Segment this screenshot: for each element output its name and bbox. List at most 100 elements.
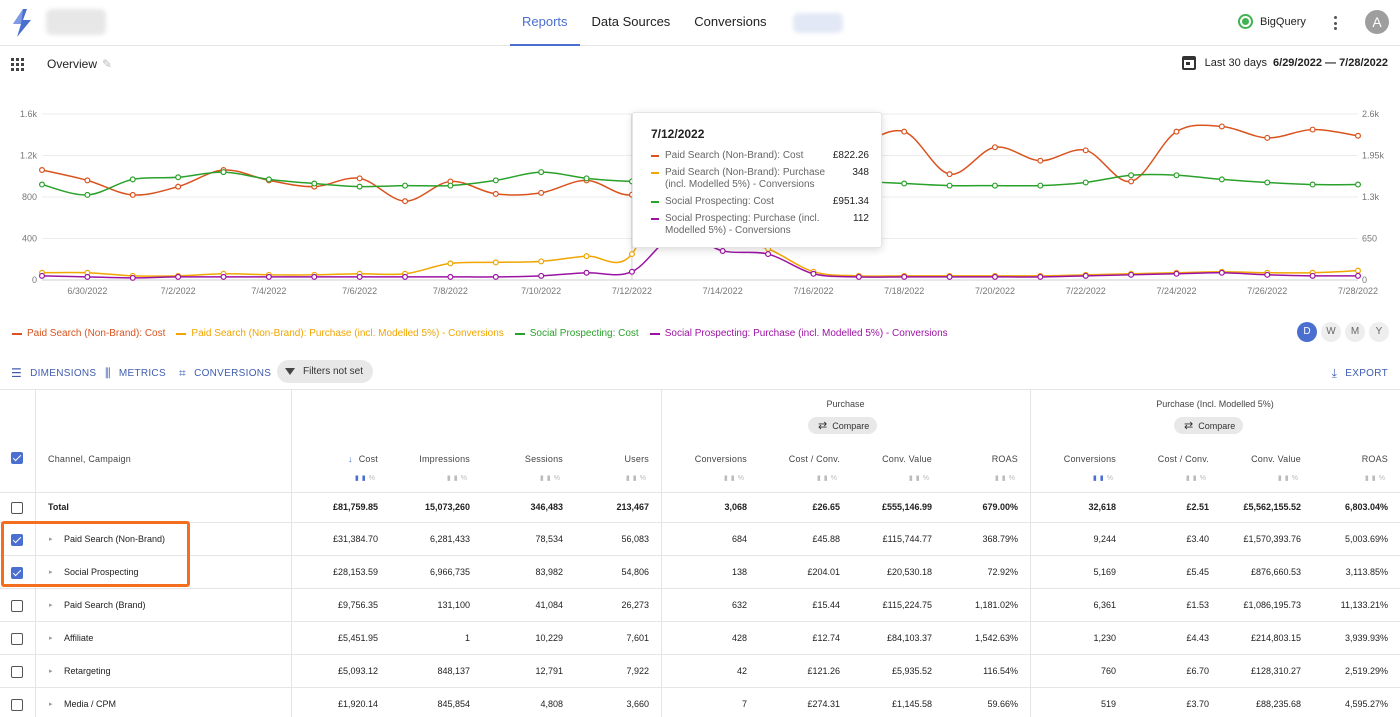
column-header[interactable]: ROAS bbox=[1308, 454, 1388, 464]
column-header[interactable]: Conv. Value bbox=[1221, 454, 1301, 464]
column-options-icons[interactable]: ▮▮% bbox=[430, 474, 470, 482]
more-options-icon[interactable] bbox=[1328, 13, 1342, 33]
legend-item[interactable]: Social Prospecting: Cost bbox=[514, 328, 639, 339]
bar-chart-icon[interactable]: ▮▮ bbox=[817, 475, 831, 482]
line-chart[interactable]: 0 400 800 1.2k 1.6k 0 650 1.3k 1.95k 2.6k 6/30/202… bbox=[0, 82, 1400, 322]
metrics-label: METRICS bbox=[118, 368, 166, 379]
percent-icon[interactable]: % bbox=[639, 475, 649, 482]
export-button[interactable]: ⤓ EXPORT bbox=[1332, 366, 1388, 381]
select-all-checkbox[interactable] bbox=[11, 452, 23, 464]
avatar[interactable]: A bbox=[1365, 10, 1389, 34]
column-options-icons[interactable]: ▮▮% bbox=[1169, 474, 1209, 482]
total-row[interactable]: Total £81,759.85 15,073,260 346,483 213,467 3… bbox=[0, 492, 1400, 522]
bar-chart-icon[interactable]: ▮▮ bbox=[355, 475, 369, 482]
column-options-icons[interactable]: ▮▮% bbox=[1261, 474, 1301, 482]
column-options-icons[interactable]: ▮▮% bbox=[892, 474, 932, 482]
percent-icon[interactable]: % bbox=[922, 475, 932, 482]
period-button-y[interactable]: Y bbox=[1369, 322, 1389, 342]
column-header[interactable]: ↓ Cost bbox=[298, 454, 378, 464]
bar-chart-icon[interactable]: ▮▮ bbox=[447, 475, 461, 482]
column-header[interactable]: ROAS bbox=[938, 454, 1018, 464]
bar-chart-icon[interactable]: ▮▮ bbox=[1365, 475, 1379, 482]
period-button-m[interactable]: M bbox=[1345, 322, 1365, 342]
conversions-button[interactable]: ⌗ CONVERSIONS bbox=[179, 366, 271, 381]
dimension-header[interactable]: Channel, Campaign bbox=[48, 454, 131, 464]
filters-chip[interactable]: Filters not set bbox=[277, 360, 374, 383]
column-options-icons[interactable]: ▮▮% bbox=[1348, 474, 1388, 482]
bar-chart-icon[interactable]: ▮▮ bbox=[909, 475, 923, 482]
bar-chart-icon[interactable]: ▮▮ bbox=[626, 475, 640, 482]
row-checkbox[interactable] bbox=[11, 567, 23, 579]
legend-item[interactable]: Social Prospecting: Purchase (incl. Mode… bbox=[649, 328, 948, 339]
column-options-icons[interactable]: ▮▮% bbox=[338, 474, 378, 482]
bar-chart-icon[interactable]: ▮▮ bbox=[540, 475, 554, 482]
row-checkbox[interactable] bbox=[11, 633, 23, 645]
metrics-button[interactable]: ⫼ METRICS bbox=[105, 366, 166, 381]
compare-button-modelled[interactable]: ⇄ Compare bbox=[1174, 417, 1244, 434]
table-row[interactable]: ▸ Paid Search (Non-Brand) £31,384.70 6,281,… bbox=[0, 522, 1400, 555]
percent-icon[interactable]: % bbox=[1378, 475, 1388, 482]
bar-chart-icon[interactable]: ▮▮ bbox=[724, 475, 738, 482]
bar-chart-icon[interactable]: ▮▮ bbox=[995, 475, 1009, 482]
nav-tab-conversions[interactable]: Conversions bbox=[694, 14, 767, 29]
column-options-icons[interactable]: ▮▮% bbox=[1076, 474, 1116, 482]
table-cell: 59.66% bbox=[987, 699, 1018, 709]
expand-caret-icon[interactable]: ▸ bbox=[49, 701, 53, 708]
connection-status[interactable]: BigQuery bbox=[1238, 14, 1306, 29]
dimensions-button[interactable]: ☰ DIMENSIONS bbox=[11, 366, 96, 380]
nav-tab-data-sources[interactable]: Data Sources bbox=[591, 14, 671, 29]
bar-chart-icon[interactable]: ▮▮ bbox=[1186, 475, 1200, 482]
expand-caret-icon[interactable]: ▸ bbox=[49, 635, 53, 642]
compare-button-purchase[interactable]: ⇄ Compare bbox=[808, 417, 878, 434]
row-checkbox[interactable] bbox=[11, 666, 23, 678]
column-header[interactable]: Cost / Conv. bbox=[1129, 454, 1209, 464]
percent-icon[interactable]: % bbox=[830, 475, 840, 482]
column-options-icons[interactable]: ▮▮% bbox=[609, 474, 649, 482]
percent-icon[interactable]: % bbox=[737, 475, 747, 482]
table-row[interactable]: ▸ Paid Search (Brand) £9,756.35 131,100 41,0… bbox=[0, 588, 1400, 621]
table-cell: 26,273 bbox=[621, 600, 649, 610]
column-header[interactable]: Conversions bbox=[667, 454, 747, 464]
percent-icon[interactable]: % bbox=[1008, 475, 1018, 482]
column-options-icons[interactable]: ▮▮% bbox=[800, 474, 840, 482]
table-row[interactable]: ▸ Social Prospecting £28,153.59 6,966,735 83… bbox=[0, 555, 1400, 588]
expand-caret-icon[interactable]: ▸ bbox=[49, 569, 53, 576]
legend-item[interactable]: Paid Search (Non-Brand): Cost bbox=[12, 328, 165, 339]
row-checkbox[interactable] bbox=[11, 534, 23, 546]
percent-icon[interactable]: % bbox=[1291, 475, 1301, 482]
column-options-icons[interactable]: ▮▮% bbox=[978, 474, 1018, 482]
row-checkbox[interactable] bbox=[11, 600, 23, 612]
expand-caret-icon[interactable]: ▸ bbox=[49, 602, 53, 609]
date-range-picker[interactable]: Last 30 days 6/29/2022 — 7/28/2022 bbox=[1181, 56, 1388, 70]
legend-item[interactable]: Paid Search (Non-Brand): Purchase (incl.… bbox=[176, 328, 504, 339]
edit-pencil-icon[interactable]: ✎ bbox=[102, 57, 113, 71]
table-row[interactable]: ▸ Retargeting £5,093.12 848,137 12,791 7,922 4… bbox=[0, 654, 1400, 687]
column-header[interactable]: Sessions bbox=[483, 454, 563, 464]
apps-grid-icon[interactable] bbox=[11, 58, 24, 71]
column-header[interactable]: Cost / Conv. bbox=[760, 454, 840, 464]
row-checkbox[interactable] bbox=[11, 699, 23, 711]
column-options-icons[interactable]: ▮▮% bbox=[707, 474, 747, 482]
app-logo-icon[interactable] bbox=[10, 8, 34, 38]
percent-icon[interactable]: % bbox=[1106, 475, 1116, 482]
bar-chart-icon[interactable]: ▮▮ bbox=[1278, 475, 1292, 482]
table-row[interactable]: ▸ Affiliate £5,451.95 1 10,229 7,601 428 £12.74… bbox=[0, 621, 1400, 654]
percent-icon[interactable]: % bbox=[368, 475, 378, 482]
expand-caret-icon[interactable]: ▸ bbox=[49, 668, 53, 675]
row-checkbox[interactable] bbox=[11, 502, 23, 514]
percent-icon[interactable]: % bbox=[1199, 475, 1209, 482]
column-options-icons[interactable]: ▮▮% bbox=[523, 474, 563, 482]
expand-caret-icon[interactable]: ▸ bbox=[49, 536, 53, 543]
column-header[interactable]: Users bbox=[569, 454, 649, 464]
column-header[interactable]: Conversions bbox=[1036, 454, 1116, 464]
percent-icon[interactable]: % bbox=[460, 475, 470, 482]
period-button-d[interactable]: D bbox=[1297, 322, 1317, 342]
nav-tab-reports[interactable]: Reports bbox=[510, 0, 580, 46]
period-button-w[interactable]: W bbox=[1321, 322, 1341, 342]
table-row[interactable]: ▸ Media / CPM £1,920.14 845,854 4,808 3,660 7 £… bbox=[0, 687, 1400, 717]
percent-icon[interactable]: % bbox=[553, 475, 563, 482]
column-header[interactable]: Conv. Value bbox=[852, 454, 932, 464]
column-header[interactable]: Impressions bbox=[390, 454, 470, 464]
bar-chart-icon[interactable]: ▮▮ bbox=[1093, 475, 1107, 482]
nav-tab-blurred[interactable] bbox=[792, 13, 843, 33]
